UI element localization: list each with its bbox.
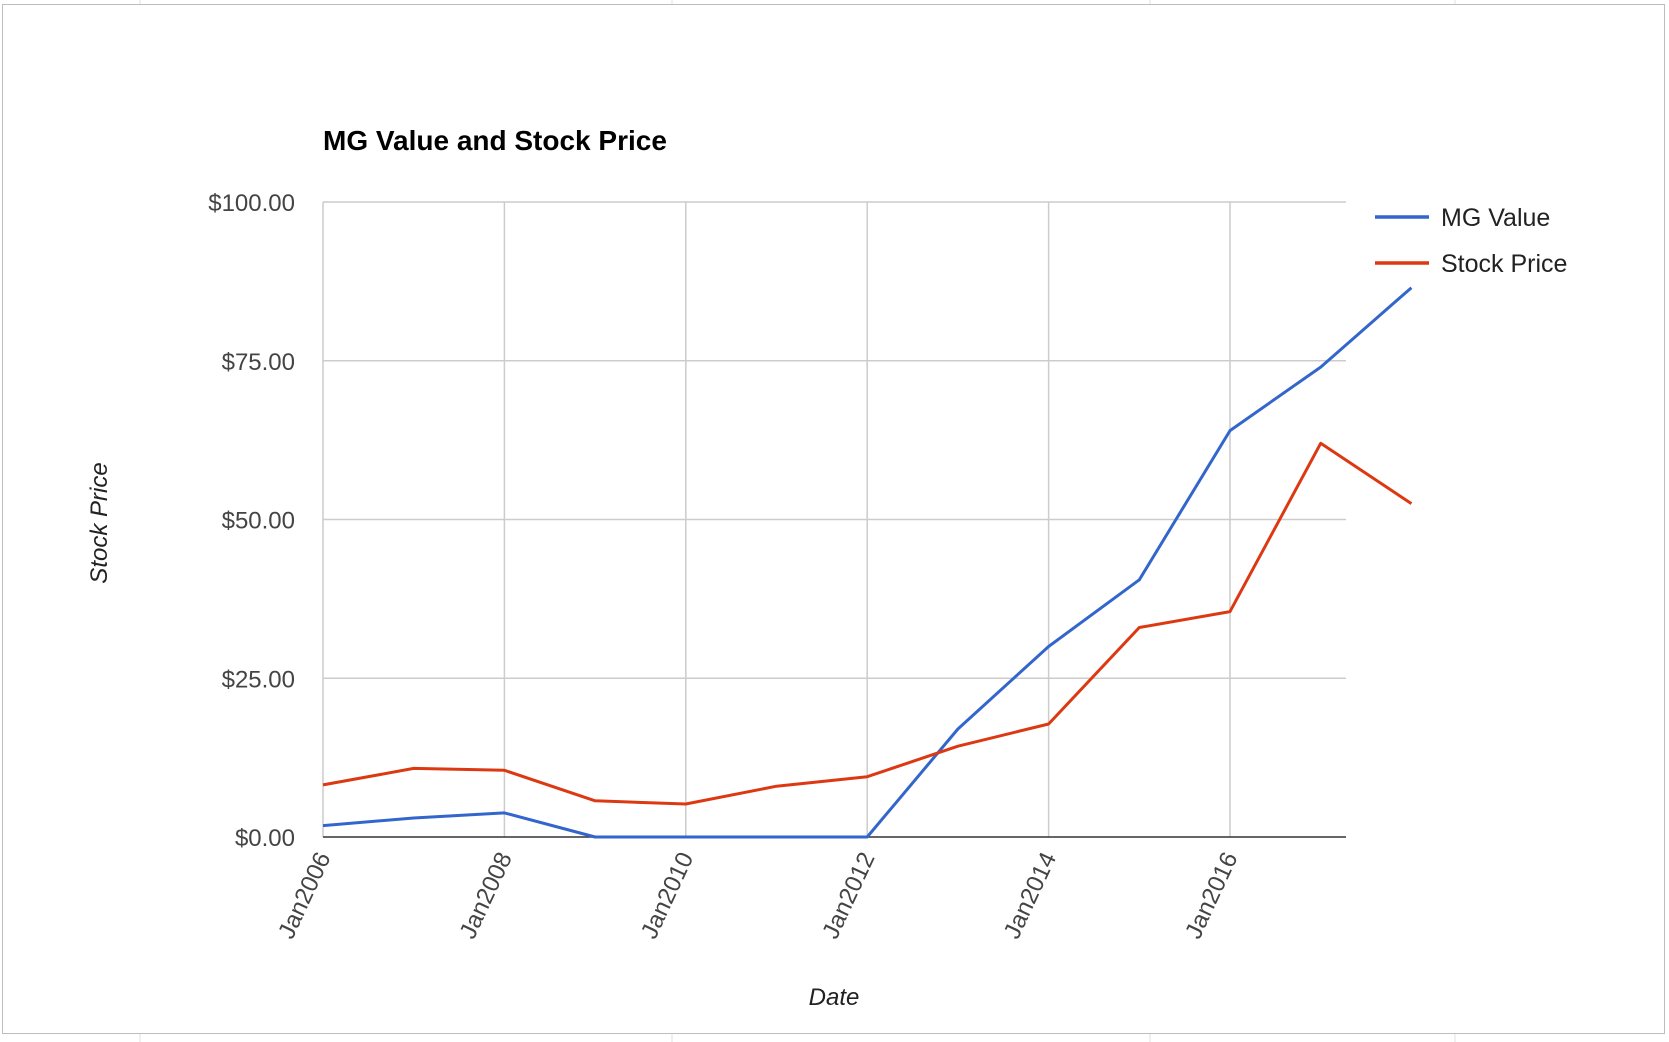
- series-line-mg-value: [322, 286, 1413, 839]
- y-tick-label: $75.00: [222, 349, 295, 376]
- gridlines: [322, 201, 1346, 837]
- y-tick-label: $50.00: [222, 508, 295, 535]
- x-tick-label: Jan2012: [817, 848, 880, 943]
- y-axis-ticks: $0.00 $25.00 $50.00 $75.00 $100.00: [208, 190, 295, 852]
- y-axis-label: Stock Price: [86, 462, 113, 583]
- legend-label: Stock Price: [1441, 250, 1567, 278]
- x-tick-label: Jan2006: [273, 848, 336, 943]
- chart-title: MG Value and Stock Price: [323, 125, 667, 156]
- legend: MG Value Stock Price: [1375, 204, 1567, 278]
- y-tick-label: $0.00: [235, 825, 295, 852]
- line-chart: MG Value and Stock Price $0.00 $25.00 $50.…: [86, 125, 1567, 1011]
- chart-container[interactable]: MG Value and Stock Price $0.00 $25.00 $50.…: [2, 4, 1665, 1034]
- series-line-stock-price: [322, 441, 1413, 806]
- legend-label: MG Value: [1441, 204, 1550, 232]
- x-axis-label: Date: [809, 984, 860, 1011]
- y-tick-label: $25.00: [222, 666, 295, 693]
- x-tick-label: Jan2010: [636, 848, 699, 943]
- x-tick-label: Jan2008: [454, 848, 517, 943]
- x-axis-ticks: Jan2006 Jan2008 Jan2010 Jan2012 Jan2014 Jan20…: [273, 848, 1243, 943]
- y-tick-label: $100.00: [208, 190, 295, 217]
- x-tick-label: Jan2014: [999, 848, 1062, 943]
- x-tick-label: Jan2016: [1180, 848, 1243, 943]
- series-lines: [322, 286, 1413, 839]
